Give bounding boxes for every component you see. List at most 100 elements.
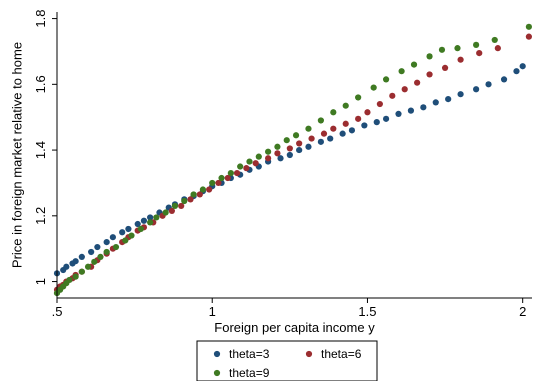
data-point [414, 79, 421, 86]
data-point [389, 92, 396, 99]
data-point [355, 94, 362, 101]
data-point [181, 197, 188, 205]
data-point [355, 115, 362, 122]
data-point [72, 258, 79, 265]
x-tick-label: .5 [52, 304, 63, 319]
y-tick-label: 1 [33, 278, 48, 285]
data-point [473, 86, 480, 93]
x-axis-ticks: .5 1 1.5 2 [52, 298, 526, 319]
data-point [94, 243, 101, 251]
data-point [265, 155, 272, 162]
data-point [112, 243, 120, 251]
data-point [432, 99, 439, 106]
data-point [519, 63, 526, 70]
data-point [199, 186, 207, 193]
data-point [66, 276, 73, 284]
data-point [63, 263, 70, 270]
data-point [277, 155, 284, 162]
data-point [473, 41, 480, 48]
data-point [457, 91, 464, 98]
legend-marker [305, 350, 313, 358]
data-point [171, 202, 179, 210]
data-point [445, 96, 452, 103]
legend-label: theta=6 [321, 347, 362, 361]
data-point [342, 120, 349, 127]
data-point [485, 81, 492, 88]
y-axis-title: Price in foreign market relative to home [9, 42, 24, 268]
data-point [286, 145, 293, 152]
data-point [274, 143, 281, 150]
axes [56, 12, 532, 299]
data-point [109, 234, 116, 241]
data-point [513, 68, 520, 75]
data-point [128, 232, 135, 239]
x-tick-label: 1 [209, 304, 216, 319]
series-theta-6 [53, 33, 532, 293]
y-tick-label: 1.2 [33, 207, 48, 225]
data-point [119, 229, 126, 236]
data-point [401, 86, 408, 93]
plot-area [53, 23, 532, 297]
data-point [342, 102, 349, 109]
data-point [525, 33, 532, 40]
data-point [168, 207, 175, 214]
data-point [457, 56, 464, 63]
data-point [137, 225, 144, 233]
data-point [426, 71, 433, 78]
data-point [246, 158, 253, 165]
data-point [215, 179, 222, 187]
data-point [140, 217, 148, 224]
x-tick-label: 1.5 [358, 304, 376, 319]
data-point [376, 100, 383, 108]
data-point [330, 109, 337, 116]
data-point [441, 64, 449, 71]
data-point [292, 132, 300, 139]
data-point [407, 107, 415, 114]
data-point [317, 138, 324, 145]
data-point [382, 115, 390, 122]
data-point [224, 174, 231, 182]
data-point [305, 143, 312, 150]
data-point [162, 209, 169, 216]
data-point [227, 169, 234, 177]
data-point [296, 140, 303, 147]
data-point [420, 104, 427, 111]
data-point [398, 68, 405, 75]
data-point [78, 253, 85, 261]
data-point [209, 179, 216, 187]
data-point [122, 237, 129, 244]
data-point [296, 146, 303, 154]
data-point [91, 258, 98, 265]
legend-box [196, 340, 378, 381]
data-point [525, 23, 532, 30]
data-point [147, 219, 154, 226]
data-point [348, 127, 356, 134]
legend: theta=3 theta=6 theta=9 [196, 340, 378, 381]
data-point [233, 169, 241, 177]
data-point [218, 174, 225, 182]
data-point [103, 239, 110, 246]
data-point [88, 248, 95, 256]
x-tick-label: 2 [519, 304, 526, 319]
data-point [395, 110, 402, 118]
legend-label: theta=9 [229, 366, 270, 380]
data-point [72, 273, 79, 280]
data-point [252, 160, 259, 167]
data-point [320, 130, 328, 137]
data-point [147, 214, 154, 221]
data-point [364, 109, 371, 116]
data-point [339, 130, 346, 137]
data-point [178, 202, 185, 210]
data-point [103, 248, 110, 256]
legend-label: theta=3 [229, 347, 270, 361]
data-point [454, 45, 461, 52]
data-point [187, 196, 194, 203]
y-axis-ticks: 1 1.2 1.4 1.6 1.8 [33, 10, 57, 285]
data-point [243, 165, 250, 172]
series-theta-9 [53, 23, 532, 297]
data-point [370, 84, 377, 91]
data-point [500, 76, 508, 83]
y-tick-label: 1.4 [33, 141, 48, 159]
data-point [286, 151, 293, 159]
